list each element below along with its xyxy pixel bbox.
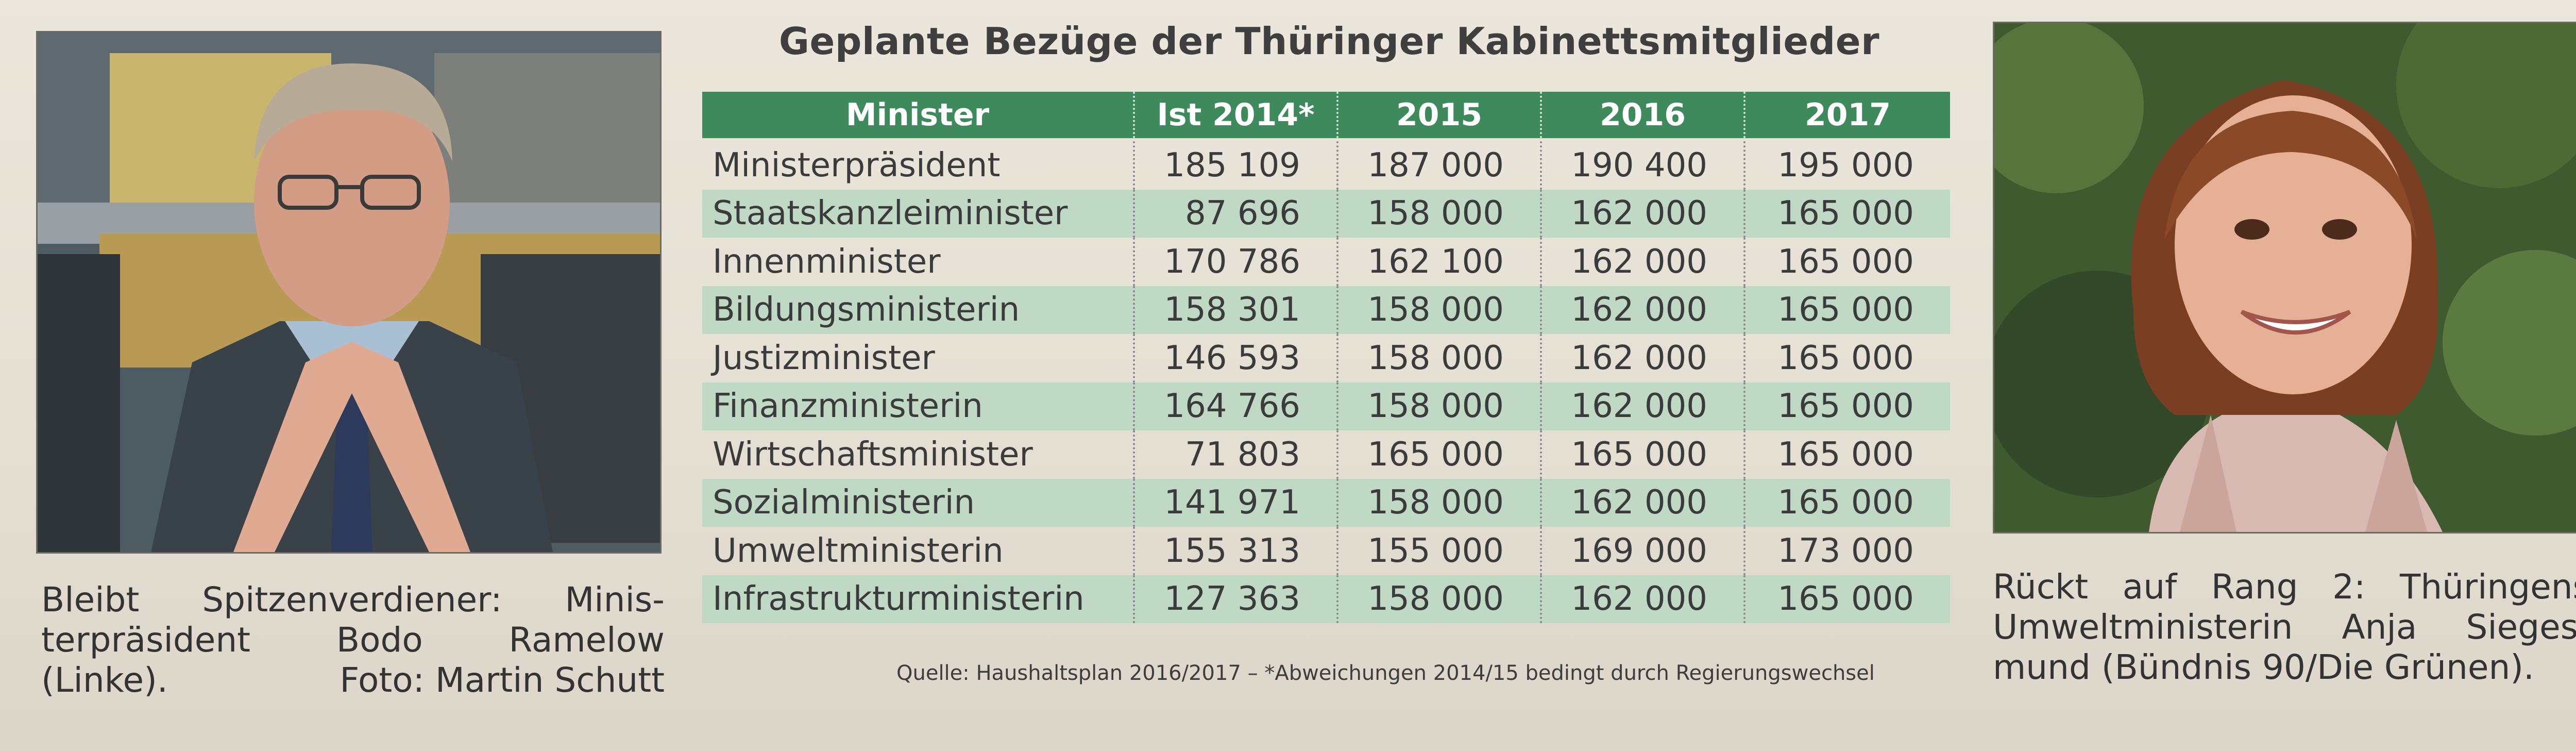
salary-value: 162 000 (1542, 286, 1745, 334)
salary-value: 173 000 (1777, 531, 1914, 570)
caption-word: Sieges- (2466, 607, 2576, 647)
salary-value: 71 803 (1135, 430, 1338, 479)
source-note: Quelle: Haushaltsplan 2016/2017 – *Abwei… (896, 661, 1875, 685)
caption-word: auf (2122, 567, 2177, 607)
salary-value: 165 000 (1777, 339, 1914, 377)
minister-name: Infrastrukturministerin (702, 575, 1135, 623)
salary-value: 162 000 (1542, 334, 1745, 382)
salary-value: 195 000 (1777, 146, 1914, 185)
salary-value: 165 000 (1777, 194, 1914, 233)
salary-value: 165 000 (1777, 483, 1914, 522)
table-row: Sozialministerin 141 971 158 000 162 000… (702, 478, 1950, 527)
caption-word: Minis- (565, 580, 665, 620)
salary-value: 158 000 (1338, 478, 1542, 527)
caption-word: (Linke). (41, 660, 168, 700)
caption-word: terpräsident (41, 620, 251, 660)
salary-value: 158 000 (1338, 575, 1542, 623)
portrait-photo-icon (38, 32, 660, 552)
caption-word: Bleibt (41, 580, 140, 620)
table-row: Staatskanzleiminister 87 696 158 000 162… (702, 189, 1950, 238)
caption-left: Bleibt Spitzenverdiener: Minis- terpräsi… (41, 580, 665, 700)
caption-word: Rang (2211, 567, 2298, 607)
caption-word: 2: (2332, 567, 2366, 607)
caption-word: Rückt (1993, 567, 2089, 607)
photo-credit: Foto: Martin Schutt (340, 660, 665, 700)
salary-value: 158 000 (1338, 189, 1542, 238)
salary-value: 169 000 (1542, 527, 1745, 575)
salary-value: 187 000 (1338, 141, 1542, 190)
table-row: Bildungsministerin 158 301 158 000 162 0… (702, 286, 1950, 334)
salary-value: 162 000 (1542, 575, 1745, 623)
salary-value: 164 766 (1135, 382, 1338, 430)
minister-name: Umweltministerin (702, 527, 1135, 575)
salary-value: 162 000 (1542, 382, 1745, 430)
salary-table: Minister Ist 2014* 2015 2016 2017 Minist… (702, 92, 1950, 623)
salary-value: 165 000 (1777, 291, 1914, 329)
table-header-row: Minister Ist 2014* 2015 2016 2017 (702, 92, 1950, 138)
minister-name: Staatskanzleiminister (702, 189, 1135, 238)
caption-right: Rückt auf Rang 2: Thüringens Umweltminis… (1993, 567, 2576, 688)
caption-word: Umweltministerin (1993, 607, 2293, 647)
salary-value: 165 000 (1777, 242, 1914, 281)
minister-name: Ministerpräsident (702, 141, 1135, 190)
salary-value: 155 313 (1135, 527, 1338, 575)
caption-word: Anja (2342, 607, 2417, 647)
salary-value: 158 000 (1338, 334, 1542, 382)
salary-value: 162 000 (1542, 189, 1745, 238)
salary-value: 162 000 (1542, 238, 1745, 286)
salary-value: 158 000 (1338, 286, 1542, 334)
minister-name: Bildungsministerin (702, 286, 1135, 334)
salary-value: 87 696 (1135, 189, 1338, 238)
salary-value: 141 971 (1135, 478, 1338, 527)
column-header: Minister (702, 92, 1135, 138)
salary-value: 155 000 (1338, 527, 1542, 575)
column-header: 2015 (1338, 92, 1542, 138)
salary-value: 127 363 (1135, 575, 1338, 623)
minister-name: Sozialministerin (702, 478, 1135, 527)
caption-word: Spitzenverdiener: (202, 580, 502, 620)
minister-name: Justizminister (702, 334, 1135, 382)
salary-value: 158 000 (1338, 382, 1542, 430)
photo-siegesmund (1993, 22, 2576, 533)
salary-value: 170 786 (1135, 238, 1338, 286)
salary-value: 185 109 (1135, 141, 1338, 190)
salary-value: 165 000 (1777, 435, 1914, 474)
caption-word: Ramelow (509, 620, 665, 660)
table-row: Finanzministerin 164 766 158 000 162 000… (702, 382, 1950, 430)
salary-value: 162 000 (1542, 478, 1745, 527)
column-header: 2016 (1542, 92, 1745, 138)
table-row: Infrastrukturministerin 127 363 158 000 … (702, 575, 1950, 623)
table-row: Ministerpräsident 185 109 187 000 190 40… (702, 141, 1950, 190)
column-header: 2017 (1805, 97, 1891, 133)
salary-value: 190 400 (1542, 141, 1745, 190)
salary-value: 165 000 (1542, 430, 1745, 479)
table-row: Umweltministerin 155 313 155 000 169 000… (702, 527, 1950, 575)
salary-value: 165 000 (1338, 430, 1542, 479)
minister-name: Wirtschaftsminister (702, 430, 1135, 479)
salary-value: 162 100 (1338, 238, 1542, 286)
table-row: Justizminister 146 593 158 000 162 000 1… (702, 334, 1950, 382)
minister-name: Finanzministerin (702, 382, 1135, 430)
table-row: Wirtschaftsminister 71 803 165 000 165 0… (702, 430, 1950, 479)
column-header: Ist 2014* (1135, 92, 1338, 138)
photo-ramelow (36, 31, 662, 554)
salary-value: 165 000 (1777, 387, 1914, 426)
minister-name: Innenminister (702, 238, 1135, 286)
table-row: Innenminister 170 786 162 100 162 000 16… (702, 238, 1950, 286)
caption-word: Thüringens (2400, 567, 2576, 607)
caption-text: mund (Bündnis 90/Die Grünen). (1993, 647, 2535, 687)
salary-value: 158 301 (1135, 286, 1338, 334)
salary-value: 146 593 (1135, 334, 1338, 382)
table-title: Geplante Bezüge der Thüringer Kabinettsm… (778, 20, 1880, 63)
salary-value: 165 000 (1777, 580, 1914, 619)
caption-word: Bodo (336, 620, 423, 660)
portrait-photo-icon (1994, 23, 2576, 532)
